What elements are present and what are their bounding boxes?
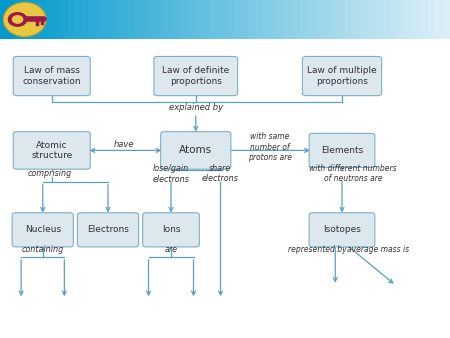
Bar (158, 0, 165, 39)
Bar (172, 0, 180, 39)
Bar (105, 0, 112, 39)
Bar (330, 0, 338, 39)
Text: containing: containing (22, 245, 64, 254)
Bar (368, 0, 375, 39)
Bar (390, 0, 397, 39)
Bar (338, 0, 345, 39)
FancyBboxPatch shape (14, 56, 90, 96)
Bar (150, 0, 157, 39)
Bar (120, 0, 127, 39)
Text: Atomic
structure: Atomic structure (31, 141, 72, 160)
Text: Ions: Ions (162, 225, 180, 234)
Text: Law of multiple
proportions: Law of multiple proportions (307, 66, 377, 86)
Text: have: have (113, 140, 134, 149)
Text: lose/gain
electrons: lose/gain electrons (153, 164, 189, 184)
Bar (420, 0, 428, 39)
Text: Isotopes: Isotopes (323, 225, 361, 234)
Bar (127, 0, 135, 39)
Text: comprising: comprising (27, 169, 72, 178)
Text: explained by: explained by (169, 103, 223, 112)
Text: Electrons: Electrons (87, 225, 129, 234)
Bar (225, 0, 233, 39)
Bar (345, 0, 352, 39)
Bar (165, 0, 172, 39)
Bar (202, 0, 210, 39)
Bar (8, 0, 15, 39)
Bar (360, 0, 368, 39)
Bar (382, 0, 390, 39)
Bar (278, 0, 285, 39)
FancyBboxPatch shape (309, 133, 375, 167)
Bar (428, 0, 435, 39)
Bar (180, 0, 188, 39)
Bar (233, 0, 240, 39)
FancyBboxPatch shape (309, 213, 375, 247)
Bar (255, 0, 262, 39)
Text: Atoms: Atoms (179, 145, 212, 155)
Bar (98, 0, 105, 39)
Bar (68, 0, 75, 39)
Bar (135, 0, 143, 39)
Bar (413, 0, 420, 39)
Text: Elements: Elements (321, 146, 363, 155)
Bar (270, 0, 278, 39)
Bar (285, 0, 293, 39)
Bar (405, 0, 413, 39)
Bar (292, 0, 300, 39)
Bar (195, 0, 202, 39)
Bar (30, 0, 37, 39)
Bar (442, 0, 450, 39)
Text: represented by: represented by (288, 245, 346, 254)
Text: with different numbers
of neutrons are: with different numbers of neutrons are (310, 164, 397, 183)
Text: Nucleus: Nucleus (25, 225, 61, 234)
FancyBboxPatch shape (154, 56, 238, 96)
Bar (37, 0, 45, 39)
FancyBboxPatch shape (77, 213, 139, 247)
Text: average mass is: average mass is (347, 245, 409, 254)
Bar (75, 0, 82, 39)
Bar (262, 0, 270, 39)
Bar (45, 0, 53, 39)
Text: Law of definite
proportions: Law of definite proportions (162, 66, 230, 86)
FancyBboxPatch shape (14, 131, 90, 169)
Bar (22, 0, 30, 39)
Circle shape (8, 12, 27, 27)
Bar (248, 0, 255, 39)
Bar (240, 0, 248, 39)
Bar (307, 0, 315, 39)
Bar (188, 0, 195, 39)
Circle shape (12, 15, 23, 24)
Bar (352, 0, 360, 39)
Text: with same
number of
protons are: with same number of protons are (248, 132, 292, 162)
FancyBboxPatch shape (161, 131, 231, 169)
Bar (0, 0, 8, 39)
Bar (217, 0, 225, 39)
Bar (397, 0, 405, 39)
Text: are: are (165, 245, 177, 254)
Bar (15, 0, 22, 39)
Text: share
electrons: share electrons (202, 164, 239, 183)
Bar (53, 0, 60, 39)
Bar (82, 0, 90, 39)
Ellipse shape (4, 2, 46, 37)
Bar (323, 0, 330, 39)
Bar (112, 0, 120, 39)
Text: Law of mass
conservation: Law of mass conservation (22, 66, 81, 86)
Bar (375, 0, 382, 39)
Bar (435, 0, 442, 39)
Bar (90, 0, 98, 39)
Bar (315, 0, 323, 39)
Bar (210, 0, 217, 39)
FancyBboxPatch shape (143, 213, 199, 247)
FancyBboxPatch shape (12, 213, 73, 247)
Bar (300, 0, 307, 39)
Bar (60, 0, 68, 39)
Bar (143, 0, 150, 39)
FancyBboxPatch shape (302, 56, 382, 96)
